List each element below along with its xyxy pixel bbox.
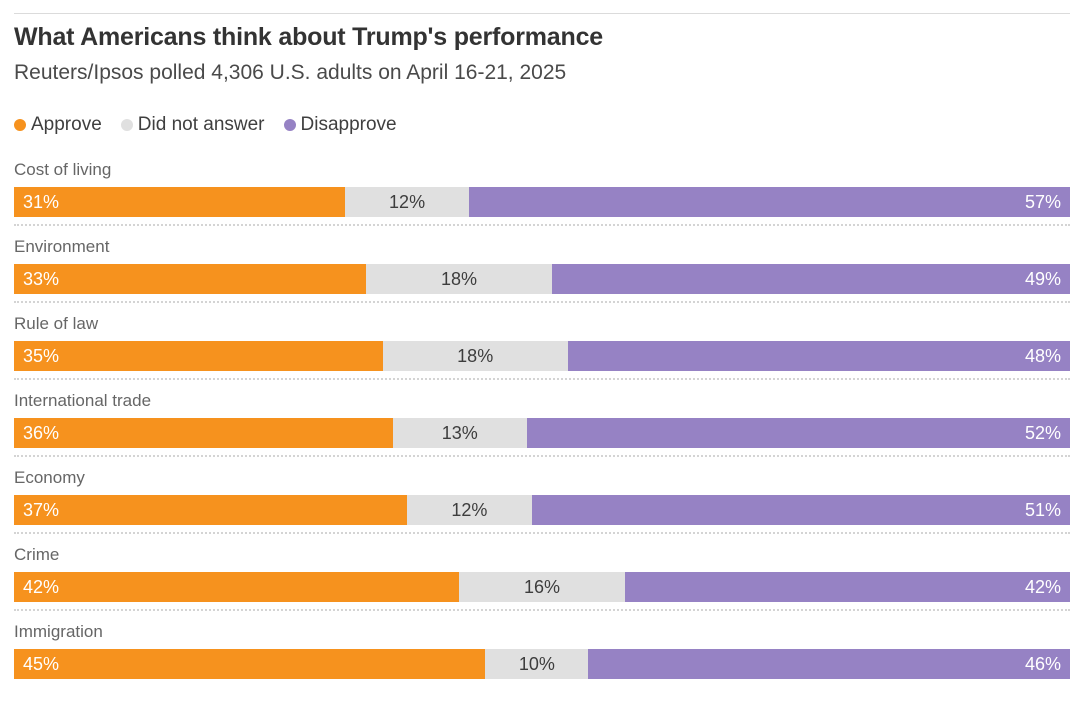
value-label: 51% [1024, 499, 1061, 520]
category-label: International trade [14, 391, 152, 410]
value-label: 46% [1024, 653, 1061, 674]
row-separator [14, 301, 1070, 303]
category-label: Environment [14, 237, 110, 256]
bar-segment-did-not-answer: 13% [392, 418, 527, 448]
row-separator [14, 609, 1070, 611]
bar-segment-approve: 36% [14, 418, 393, 448]
stacked-bar: 42% 16% 42% [14, 572, 1070, 602]
legend-dot-icon [14, 119, 26, 131]
category-label: Crime [14, 545, 60, 564]
table-row: Economy 37% 12% 51% [14, 468, 1070, 534]
value-label: 57% [1024, 191, 1061, 212]
value-label: 10% [518, 653, 555, 674]
value-label: 42% [1024, 576, 1061, 597]
legend-item-disapprove: Disapprove [283, 114, 397, 136]
category-label: Economy [14, 468, 85, 487]
value-label: 52% [1024, 422, 1062, 443]
stacked-bar: 45% 10% 46% [14, 649, 1070, 679]
value-label: 12% [451, 499, 488, 520]
value-label: 45% [23, 653, 60, 674]
legend-item-approve: Approve [14, 114, 102, 136]
bar-segment-disapprove: 46% [588, 649, 1070, 679]
bar-segment-approve: 45% [14, 649, 486, 679]
bar-segment-disapprove: 49% [552, 264, 1071, 294]
category-label: Cost of living [14, 160, 112, 179]
table-row: Rule of law 35% 18% 48% [14, 314, 1070, 380]
table-row: International trade 36% 13% 52% [14, 391, 1071, 457]
legend: Approve Did not answer Disapprove [14, 114, 1070, 136]
bar-segment-approve: 31% [14, 187, 345, 217]
row-separator [14, 455, 1070, 457]
row-separator [14, 224, 1070, 226]
stacked-bar: 31% 12% 57% [14, 187, 1070, 217]
legend-item-did-not-answer: Did not answer [120, 114, 265, 136]
table-row: Crime 42% 16% 42% [14, 545, 1070, 611]
bar-segment-did-not-answer: 18% [382, 341, 568, 371]
bar-segment-disapprove: 48% [567, 341, 1070, 371]
legend-dot-icon [120, 119, 133, 131]
stacked-bar: 35% 18% 48% [14, 341, 1070, 371]
row-separator [14, 378, 1070, 380]
top-divider [14, 13, 1070, 14]
value-label: 18% [457, 345, 494, 366]
stacked-bar: 37% 12% 51% [14, 495, 1070, 525]
category-label: Immigration [14, 622, 103, 641]
bar-segment-disapprove: 57% [469, 187, 1070, 217]
bar-segment-approve: 42% [14, 572, 459, 602]
bar-segment-did-not-answer: 16% [458, 572, 626, 602]
legend-dot-icon [283, 119, 296, 131]
table-row: Cost of living 31% 12% 57% [14, 160, 1070, 226]
value-label: 33% [23, 268, 60, 289]
value-label: 35% [23, 345, 60, 366]
chart-subtitle: Reuters/Ipsos polled 4,306 U.S. adults o… [14, 61, 567, 84]
table-row: Immigration 45% 10% 46% [14, 622, 1070, 679]
bar-segment-disapprove: 51% [531, 495, 1070, 525]
value-label: 42% [23, 576, 60, 597]
bar-segment-approve: 37% [14, 495, 408, 525]
bar-segment-approve: 33% [14, 264, 366, 294]
legend-label: Did not answer [137, 114, 265, 135]
stacked-bar: 33% 18% 49% [14, 264, 1071, 294]
category-label: Rule of law [14, 314, 99, 333]
value-label: 48% [1024, 345, 1061, 366]
bar-segment-did-not-answer: 12% [344, 187, 470, 217]
bar-segment-disapprove: 42% [625, 572, 1070, 602]
value-label: 12% [389, 191, 426, 212]
bar-segment-did-not-answer: 18% [365, 264, 553, 294]
row-separator [14, 532, 1070, 534]
value-label: 16% [523, 576, 560, 597]
bar-segment-did-not-answer: 12% [407, 495, 532, 525]
bar-chart: Cost of living 31% 12% 57% Environment 33% 18%… [14, 160, 1071, 679]
stacked-bar: 36% 13% 52% [14, 418, 1071, 448]
page-title: What Americans think about Trump's perfo… [14, 23, 603, 51]
bar-segment-disapprove: 52% [526, 418, 1071, 448]
value-label: 31% [23, 191, 60, 212]
value-label: 37% [23, 499, 60, 520]
value-label: 36% [23, 422, 60, 443]
bar-segment-did-not-answer: 10% [485, 649, 589, 679]
table-row: Environment 33% 18% 49% [14, 237, 1071, 303]
bar-segment-approve: 35% [14, 341, 383, 371]
value-label: 49% [1024, 268, 1062, 289]
legend-label: Approve [31, 114, 102, 135]
value-label: 13% [441, 422, 478, 443]
legend-label: Disapprove [300, 114, 397, 135]
value-label: 18% [440, 268, 477, 289]
